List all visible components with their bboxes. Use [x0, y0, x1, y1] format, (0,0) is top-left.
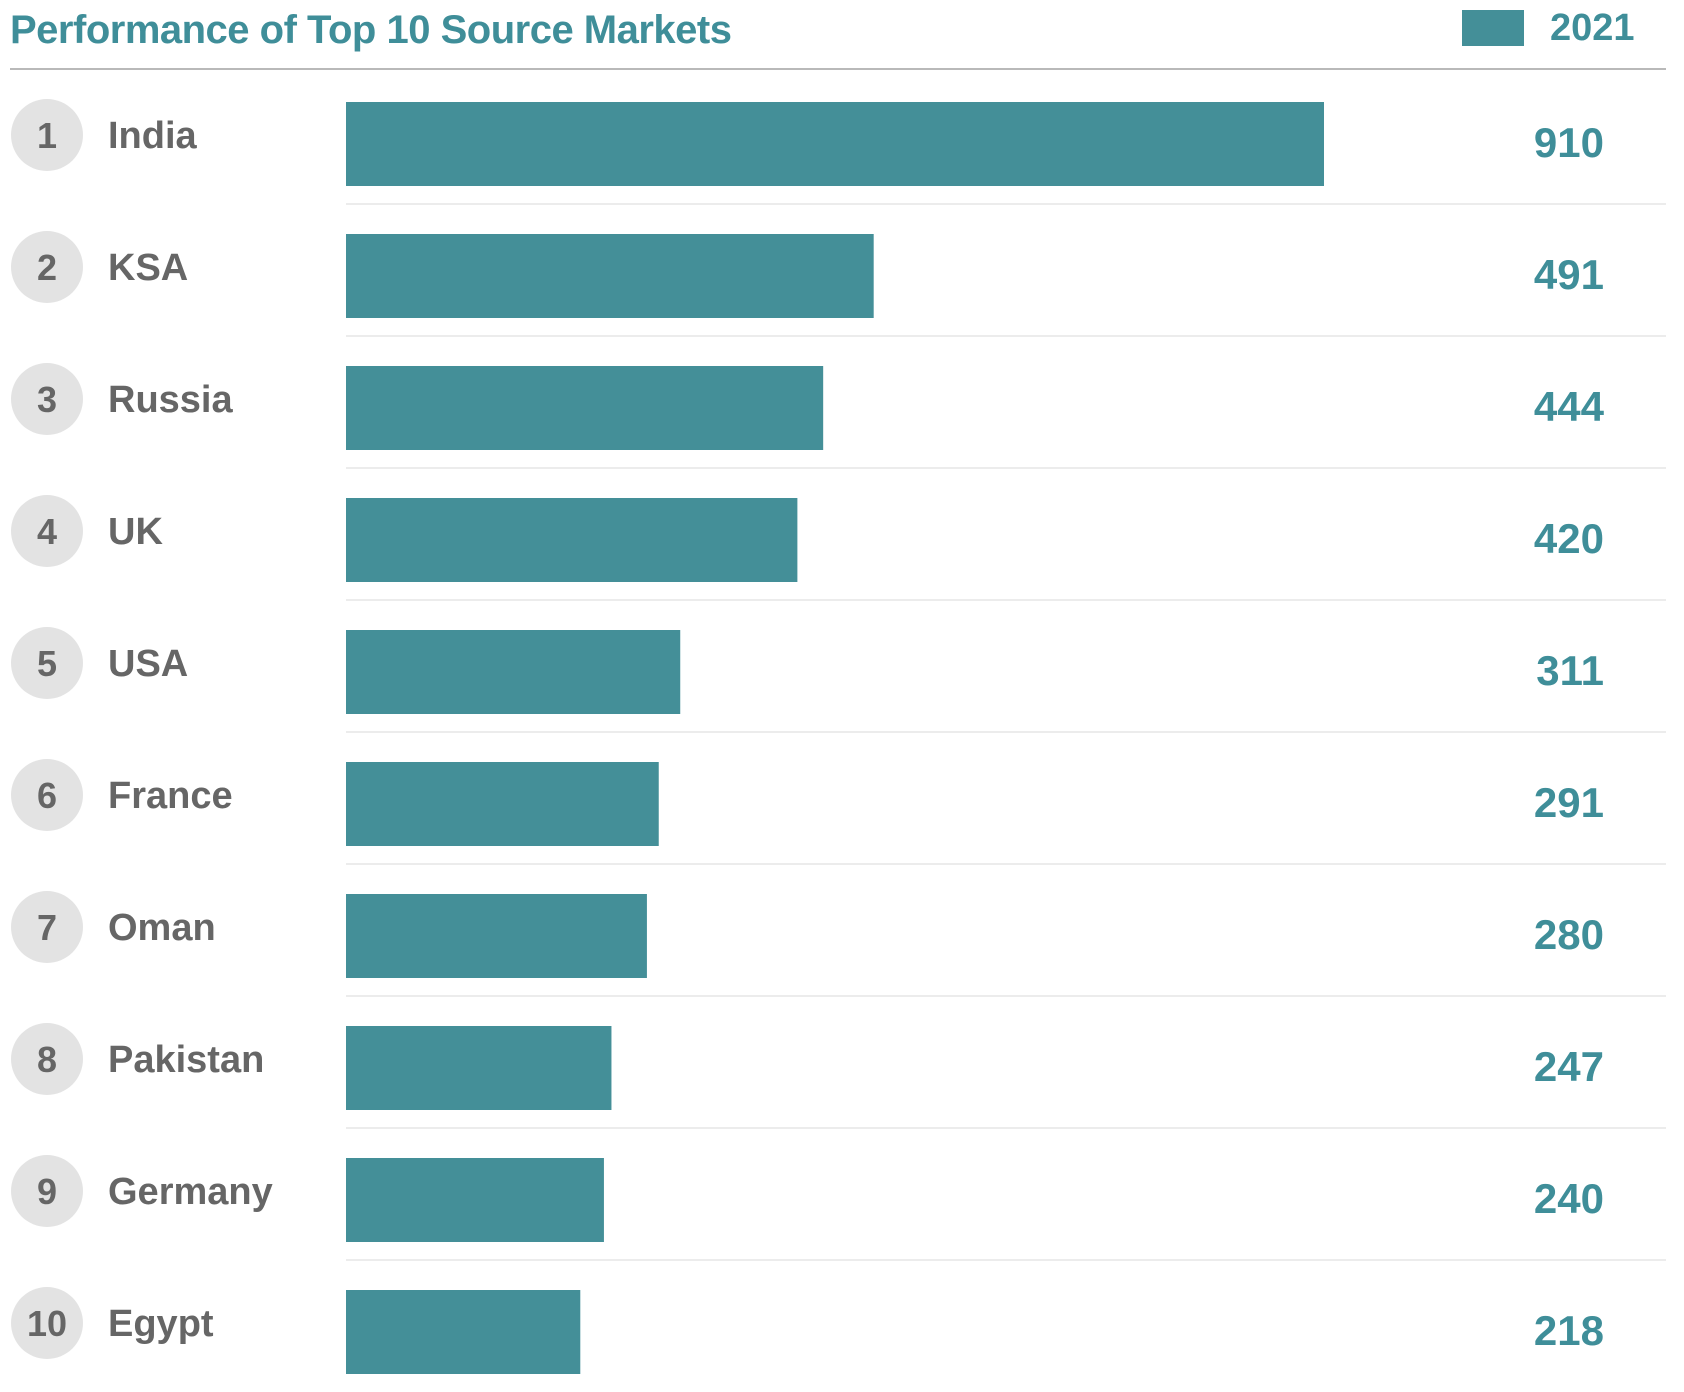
value-label: 491 [1534, 251, 1604, 298]
rank-number: 5 [37, 643, 57, 684]
rank-circle [11, 627, 83, 699]
title-divider [10, 68, 1666, 70]
bar [346, 1026, 612, 1110]
bar [346, 630, 681, 714]
category-label: Germany [108, 1171, 273, 1213]
rank-number: 9 [37, 1171, 57, 1212]
bar [346, 234, 874, 318]
value-label: 291 [1534, 779, 1604, 826]
rank-circle [11, 363, 83, 435]
rank-number: 6 [37, 775, 57, 816]
rank-circle [11, 231, 83, 303]
bar [346, 1290, 581, 1374]
value-label: 311 [1536, 647, 1604, 694]
bar [346, 366, 824, 450]
rank-number: 2 [37, 247, 57, 288]
rank-circle [11, 1155, 83, 1227]
value-label: 218 [1534, 1307, 1604, 1354]
rank-circle [11, 759, 83, 831]
value-label: 240 [1534, 1175, 1604, 1222]
value-label: 247 [1534, 1043, 1604, 1090]
category-label: KSA [108, 247, 188, 289]
bar [346, 762, 659, 846]
rank-circle [11, 891, 83, 963]
rank-number: 8 [37, 1039, 57, 1080]
value-label: 280 [1534, 911, 1604, 958]
category-label: UK [108, 511, 163, 553]
category-label: Oman [108, 907, 216, 949]
category-label: Pakistan [108, 1039, 264, 1081]
bar [346, 894, 647, 978]
category-label: Russia [108, 379, 233, 421]
value-label: 910 [1534, 119, 1604, 166]
bar [346, 1158, 604, 1242]
value-label: 444 [1534, 383, 1605, 430]
rank-circle [11, 99, 83, 171]
bar [346, 498, 798, 582]
legend-swatch [1462, 10, 1524, 46]
rank-number: 1 [37, 115, 57, 156]
category-label: France [108, 775, 233, 817]
rank-number: 10 [27, 1303, 67, 1344]
rank-number: 3 [37, 379, 57, 420]
rank-circle [11, 1287, 83, 1359]
rank-number: 7 [37, 907, 57, 948]
category-label: Egypt [108, 1303, 214, 1345]
category-label: USA [108, 643, 188, 685]
bar [346, 102, 1324, 186]
rank-number: 4 [37, 511, 57, 552]
rank-circle [11, 1023, 83, 1095]
rank-circle [11, 495, 83, 567]
legend: 2021 [1462, 6, 1635, 50]
chart-title: Performance of Top 10 Source Markets [10, 8, 732, 52]
legend-label: 2021 [1550, 6, 1635, 49]
category-label: India [108, 115, 198, 157]
value-label: 420 [1534, 515, 1604, 562]
